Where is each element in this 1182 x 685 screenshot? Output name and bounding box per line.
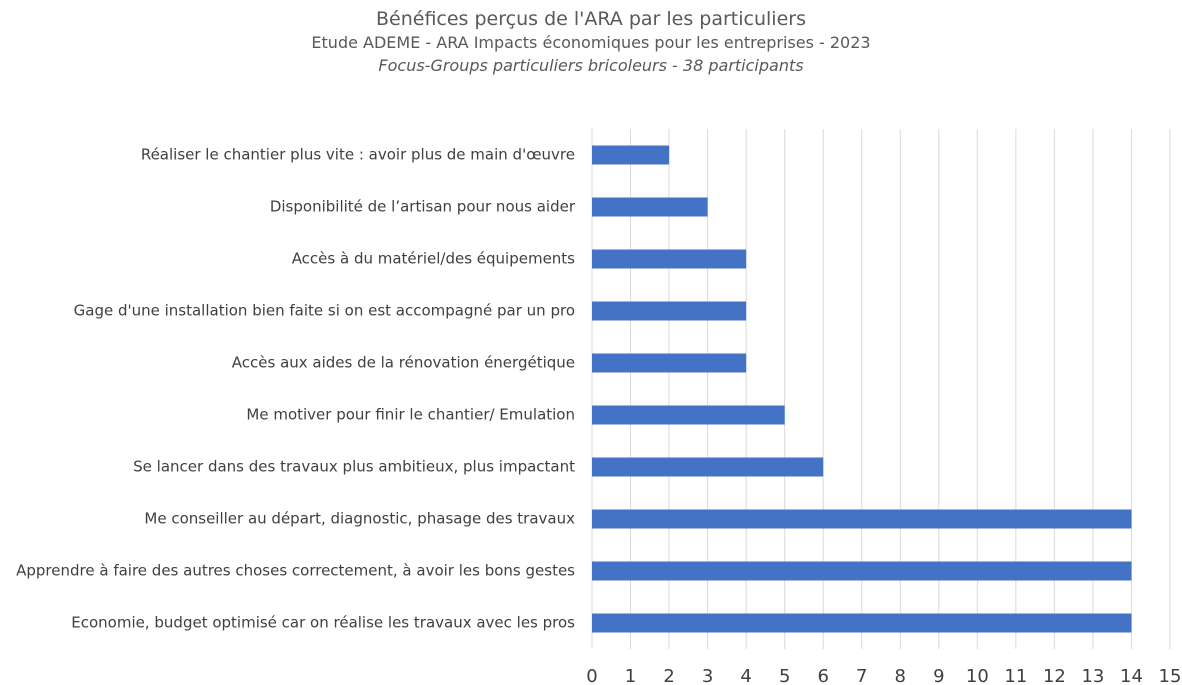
chart-title: Bénéfices perçus de l'ARA par les partic… [376, 8, 806, 30]
bar [592, 353, 747, 373]
bar [592, 457, 824, 477]
x-tick-label: 14 [1120, 666, 1143, 685]
bar [592, 197, 708, 217]
x-tick-label: 2 [663, 666, 674, 685]
y-tick-label: Disponibilité de l’artisan pour nous aid… [269, 197, 575, 216]
x-tick-label: 3 [702, 666, 713, 685]
x-tick-label: 6 [817, 666, 828, 685]
y-tick-label: Me motiver pour finir le chantier/ Emula… [246, 405, 575, 424]
y-tick-label: Accès à du matériel/des équipements [291, 249, 575, 268]
y-tick-label: Se lancer dans des travaux plus ambitieu… [133, 457, 575, 476]
chart-caption: Focus-Groups particuliers bricoleurs - 3… [378, 56, 804, 75]
x-tick-label: 9 [933, 666, 944, 685]
x-tick-label: 15 [1159, 666, 1182, 685]
y-tick-label: Accès aux aides de la rénovation énergét… [231, 353, 575, 372]
y-tick-label: Me conseiller au départ, diagnostic, pha… [144, 509, 575, 528]
x-tick-label: 4 [740, 666, 751, 685]
bar [592, 405, 785, 425]
y-tick-label: Gage d'une installation bien faite si on… [73, 301, 575, 320]
x-tick-label: 10 [966, 666, 989, 685]
y-tick-label: Réaliser le chantier plus vite : avoir p… [140, 145, 575, 164]
x-tick-label: 11 [1004, 666, 1027, 685]
chart-subtitle: Etude ADEME - ARA Impacts économiques po… [311, 33, 871, 52]
x-tick-label: 13 [1081, 666, 1104, 685]
y-tick-label: Apprendre à faire des autres choses corr… [16, 561, 575, 580]
x-tick-label: 5 [779, 666, 790, 685]
bar [592, 249, 747, 269]
bar [592, 613, 1132, 633]
x-tick-label: 0 [586, 666, 597, 685]
bar [592, 509, 1132, 529]
x-tick-label: 7 [856, 666, 867, 685]
y-tick-label: Economie, budget optimisé car on réalise… [71, 613, 575, 632]
x-tick-label: 1 [625, 666, 636, 685]
bar [592, 145, 670, 165]
x-tick-label: 12 [1043, 666, 1066, 685]
bar [592, 561, 1132, 581]
bar [592, 301, 747, 321]
x-tick-label: 8 [895, 666, 906, 685]
